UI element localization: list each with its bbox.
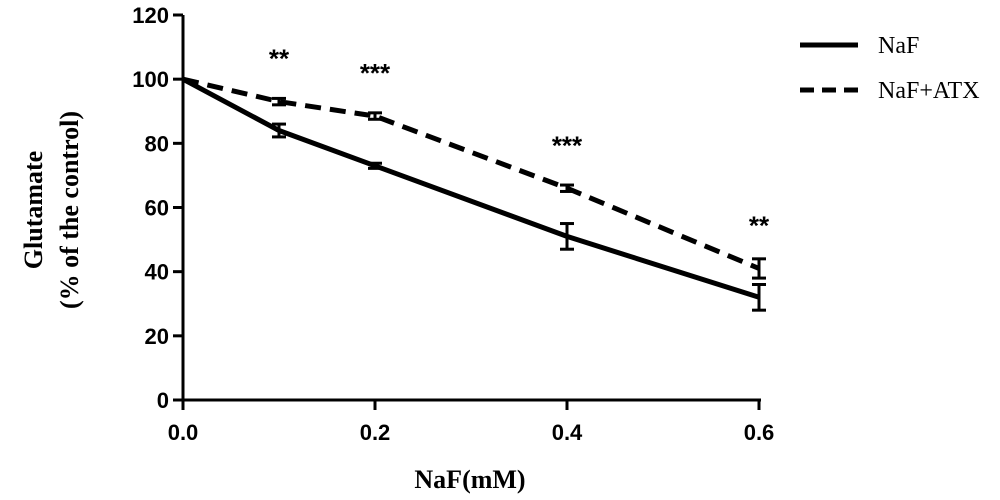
y-tick-label: 40 xyxy=(145,260,169,285)
y-axis-title-line1: Glutamate xyxy=(19,151,48,269)
y-tick-label: 60 xyxy=(145,196,169,221)
annotations: ** ******** xyxy=(269,44,770,241)
significance-annotation: *** xyxy=(552,130,583,160)
x-axis-title: NaF(mM) xyxy=(414,465,525,494)
x-tick-label: 0.2 xyxy=(360,420,391,445)
y-axis-title: Glutamate (% of the control) xyxy=(19,111,84,309)
y-tick-label: 80 xyxy=(145,131,169,156)
legend-label-naf: NaF xyxy=(878,33,919,59)
y-tick-label: 120 xyxy=(132,3,169,28)
y-tick-label: 20 xyxy=(145,324,169,349)
x-tick-label: 0.0 xyxy=(168,420,199,445)
significance-annotation: ** xyxy=(749,210,770,240)
y-axis-title-line2: (% of the control) xyxy=(55,111,84,309)
y-tick-label: 0 xyxy=(157,388,169,413)
series-line-0 xyxy=(181,76,760,300)
significance-annotation: ** xyxy=(269,44,290,74)
legend-label-naf-atx: NaF+ATX xyxy=(878,78,980,104)
series-layer xyxy=(181,76,766,312)
ticks: 0 20 40 60 80 100 120 0.0 0.2 0.4 0.6 xyxy=(132,3,774,445)
legend: NaF NaF+ATX xyxy=(800,33,980,104)
significance-annotation: *** xyxy=(360,58,391,88)
x-tick-label: 0.6 xyxy=(744,420,775,445)
y-tick-label: 100 xyxy=(132,67,169,92)
x-tick-label: 0.4 xyxy=(552,420,583,445)
series-line-1 xyxy=(182,76,760,271)
